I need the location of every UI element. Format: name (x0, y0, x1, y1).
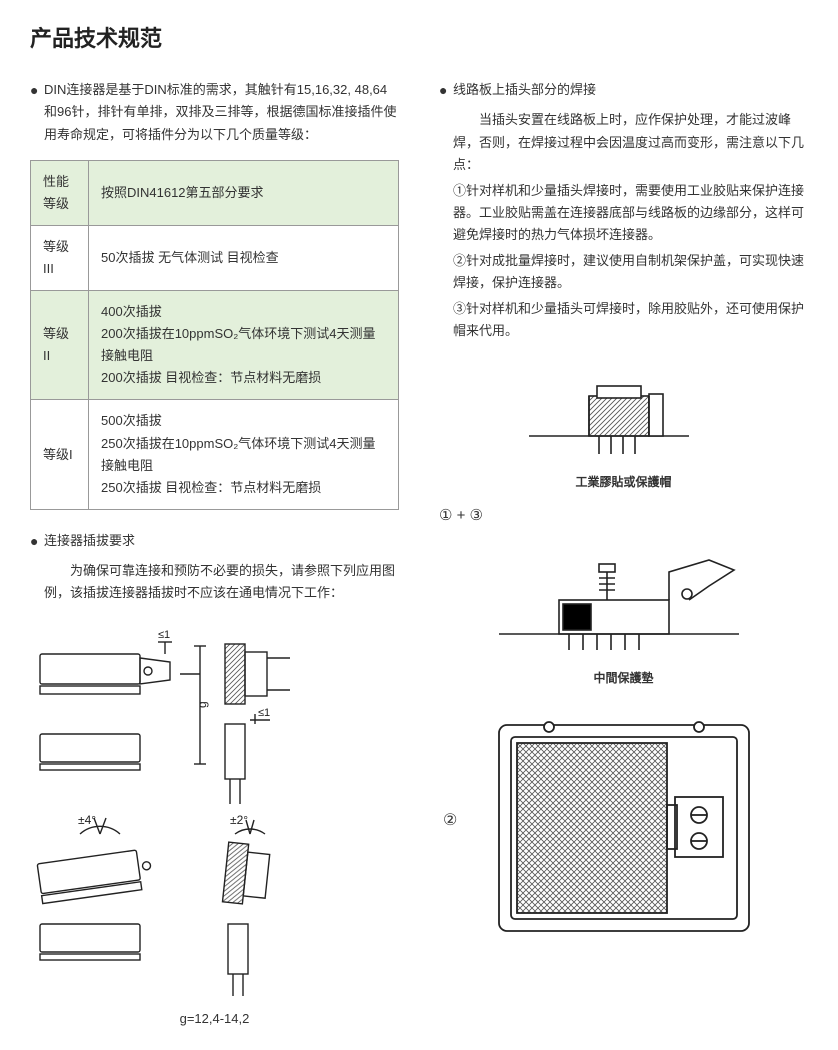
table-row: 等级III 50次插拔 无气体测试 目视检查 (31, 225, 399, 290)
th-level: 等级 (43, 196, 69, 211)
solder-p3: ②针对成批量焊接时，建议使用自制机架保护盖，可实现快速焊接，保护连接器。 (453, 250, 808, 294)
intro-block: ● DIN连接器是基于DIN标准的需求，其触针有15,16,32, 48,64和… (30, 79, 399, 145)
dim-label: ≤1 (258, 707, 270, 719)
fig2-caption: 中間保護墊 (439, 668, 808, 688)
intro-text: DIN连接器是基于DIN标准的需求，其触针有15,16,32, 48,64和96… (44, 79, 399, 145)
fig1-marker: ① + ③ (439, 503, 808, 529)
right-fig-1: 工業膠貼或保護帽 (439, 376, 808, 492)
right-fig-2: 中間保護墊 (439, 542, 808, 688)
row-body: 500次插拔 250次插拔在10ppmSO₂气体环境下测试4天测量接触电阻 25… (89, 400, 399, 509)
left-column: ● DIN连接器是基于DIN标准的需求，其触针有15,16,32, 48,64和… (30, 79, 399, 1030)
th-perf: 性能 (43, 174, 69, 189)
right-column: ● 线路板上插头部分的焊接 当插头安置在线路板上时，应作保护处理，才能过波峰焊，… (439, 79, 808, 1030)
solder-block: ● 线路板上插头部分的焊接 当插头安置在线路板上时，应作保护处理，才能过波峰焊，… (439, 79, 808, 346)
table-row: 等级I 500次插拔 250次插拔在10ppmSO₂气体环境下测试4天测量接触电… (31, 400, 399, 509)
solder-title: 线路板上插头部分的焊接 (453, 79, 808, 101)
g-equation: g=12,4-14,2 (30, 1008, 399, 1030)
bullet-icon: ● (30, 530, 44, 614)
angle-label: ±4° (78, 813, 96, 827)
table-header-row: 性能 等级 按照DIN41612第五部分要求 (31, 160, 399, 225)
table-row: 等级II 400次插拔 200次插拔在10ppmSO₂气体环境下测试4天测量接触… (31, 291, 399, 400)
req-block: ● 连接器插拔要求 为确保可靠连接和预防不必要的损失，请参照下列应用图例，该插拔… (30, 530, 399, 614)
row-body: 400次插拔 200次插拔在10ppmSO₂气体环境下测试4天测量接触电阻 20… (89, 291, 399, 400)
row-line: 50次插拔 无气体测试 目视检查 (101, 247, 386, 269)
solder-p1: 当插头安置在线路板上时，应作保护处理，才能过波峰焊，否则，在焊接过程中会因温度过… (453, 109, 808, 175)
row-level: 等级III (31, 225, 89, 290)
row-line: 200次插拔在10ppmSO₂气体环境下测试4天测量接触电阻 (101, 323, 386, 367)
row-body: 50次插拔 无气体测试 目视检查 (89, 225, 399, 290)
dim-g: g (195, 701, 209, 708)
page-title: 产品技术规范 (30, 20, 808, 57)
req-title: 连接器插拔要求 (44, 530, 399, 552)
row-level: 等级I (31, 400, 89, 509)
row-level: 等级II (31, 291, 89, 400)
angle-label: ±2° (230, 813, 248, 827)
table-header-right: 按照DIN41612第五部分要求 (89, 160, 399, 225)
solder-p2: ①针对样机和少量插头焊接时，需要使用工业胶贴来保护连接器。工业胶贴需盖在连接器底… (453, 180, 808, 246)
req-body: 为确保可靠连接和预防不必要的损失，请参照下列应用图例，该插拔连接器插拔时不应该在… (44, 560, 399, 604)
left-diagram: ≤1 ≤1 g (30, 624, 399, 1030)
right-fig-3: ② (439, 707, 808, 947)
fig3-marker: ② (443, 807, 457, 834)
bullet-icon: ● (439, 79, 453, 346)
spec-table: 性能 等级 按照DIN41612第五部分要求 等级III 50次插拔 无气体测试… (30, 160, 399, 510)
dim-label: ≤1 (158, 629, 170, 641)
row-line: 400次插拔 (101, 301, 386, 323)
row-line: 250次插拔 目视检查：节点材料无磨损 (101, 477, 386, 499)
solder-p4: ③针对样机和少量插头可焊接时，除用胶贴外，还可使用保护帽来代用。 (453, 298, 808, 342)
table-header-left: 性能 等级 (31, 160, 89, 225)
fig1-caption: 工業膠貼或保護帽 (439, 472, 808, 492)
row-line: 500次插拔 (101, 410, 386, 432)
row-line: 200次插拔 目视检查：节点材料无磨损 (101, 367, 386, 389)
row-line: 250次插拔在10ppmSO₂气体环境下测试4天测量接触电阻 (101, 433, 386, 477)
bullet-icon: ● (30, 79, 44, 145)
